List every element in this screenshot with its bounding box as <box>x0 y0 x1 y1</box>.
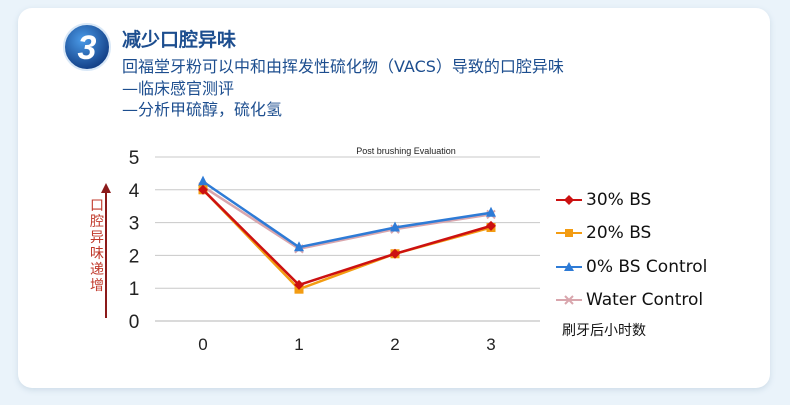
section-title: 减少口腔异味 <box>122 29 237 51</box>
y-tick-label: 2 <box>129 246 140 267</box>
data-point <box>198 175 208 186</box>
step-number-badge: 3 <box>63 23 111 71</box>
chart-title: Post brushing Evaluation <box>356 146 456 156</box>
series-line <box>202 180 492 249</box>
legend-square-icon <box>556 229 582 237</box>
y-tick-label: 0 <box>129 312 140 333</box>
data-point <box>198 184 208 195</box>
content-card <box>18 8 770 388</box>
x-tick-label: 0 <box>198 335 207 354</box>
x-tick-label: 3 <box>486 335 495 354</box>
y-tick-label: 3 <box>129 214 140 235</box>
y-tick-label: 1 <box>129 279 140 300</box>
description-line: 回福堂牙粉可以中和由挥发性硫化物（VACS）导致的口腔异味 <box>122 57 564 76</box>
y-tick-label: 4 <box>129 181 140 202</box>
legend-item: 0% BS Control <box>556 256 707 278</box>
legend-label: 0% BS Control <box>586 257 708 277</box>
legend-label: 30% BS <box>586 190 652 210</box>
y-axis-label: 口腔异味递增 <box>90 198 104 294</box>
data-point <box>486 206 496 217</box>
data-point <box>294 279 304 290</box>
data-point <box>390 248 400 259</box>
legend-item: 20% BS <box>556 222 651 244</box>
series-line <box>202 188 492 287</box>
legend-item: Water Control <box>556 289 703 311</box>
data-point <box>390 221 400 232</box>
legend-label: Water Control <box>586 290 704 310</box>
legend-triangle-icon <box>556 262 582 271</box>
legend-x-icon <box>556 295 582 305</box>
y-axis-arrow-head <box>101 183 111 193</box>
step-number: 3 <box>78 29 97 67</box>
legend-item: 30% BS <box>556 189 651 211</box>
x-axis-label: 刷牙后小时数 <box>562 323 646 339</box>
data-point <box>294 241 304 252</box>
legend-diamond-icon <box>556 195 582 205</box>
x-tick-label: 2 <box>390 335 399 354</box>
description-line: —临床感官测评 <box>122 79 235 98</box>
legend-label: 20% BS <box>586 223 652 243</box>
y-tick-label: 5 <box>129 148 140 169</box>
x-tick-label: 1 <box>294 335 303 354</box>
series-line <box>202 185 492 251</box>
data-point <box>486 220 496 231</box>
description-line: —分析甲硫醇，硫化氢 <box>122 100 283 119</box>
